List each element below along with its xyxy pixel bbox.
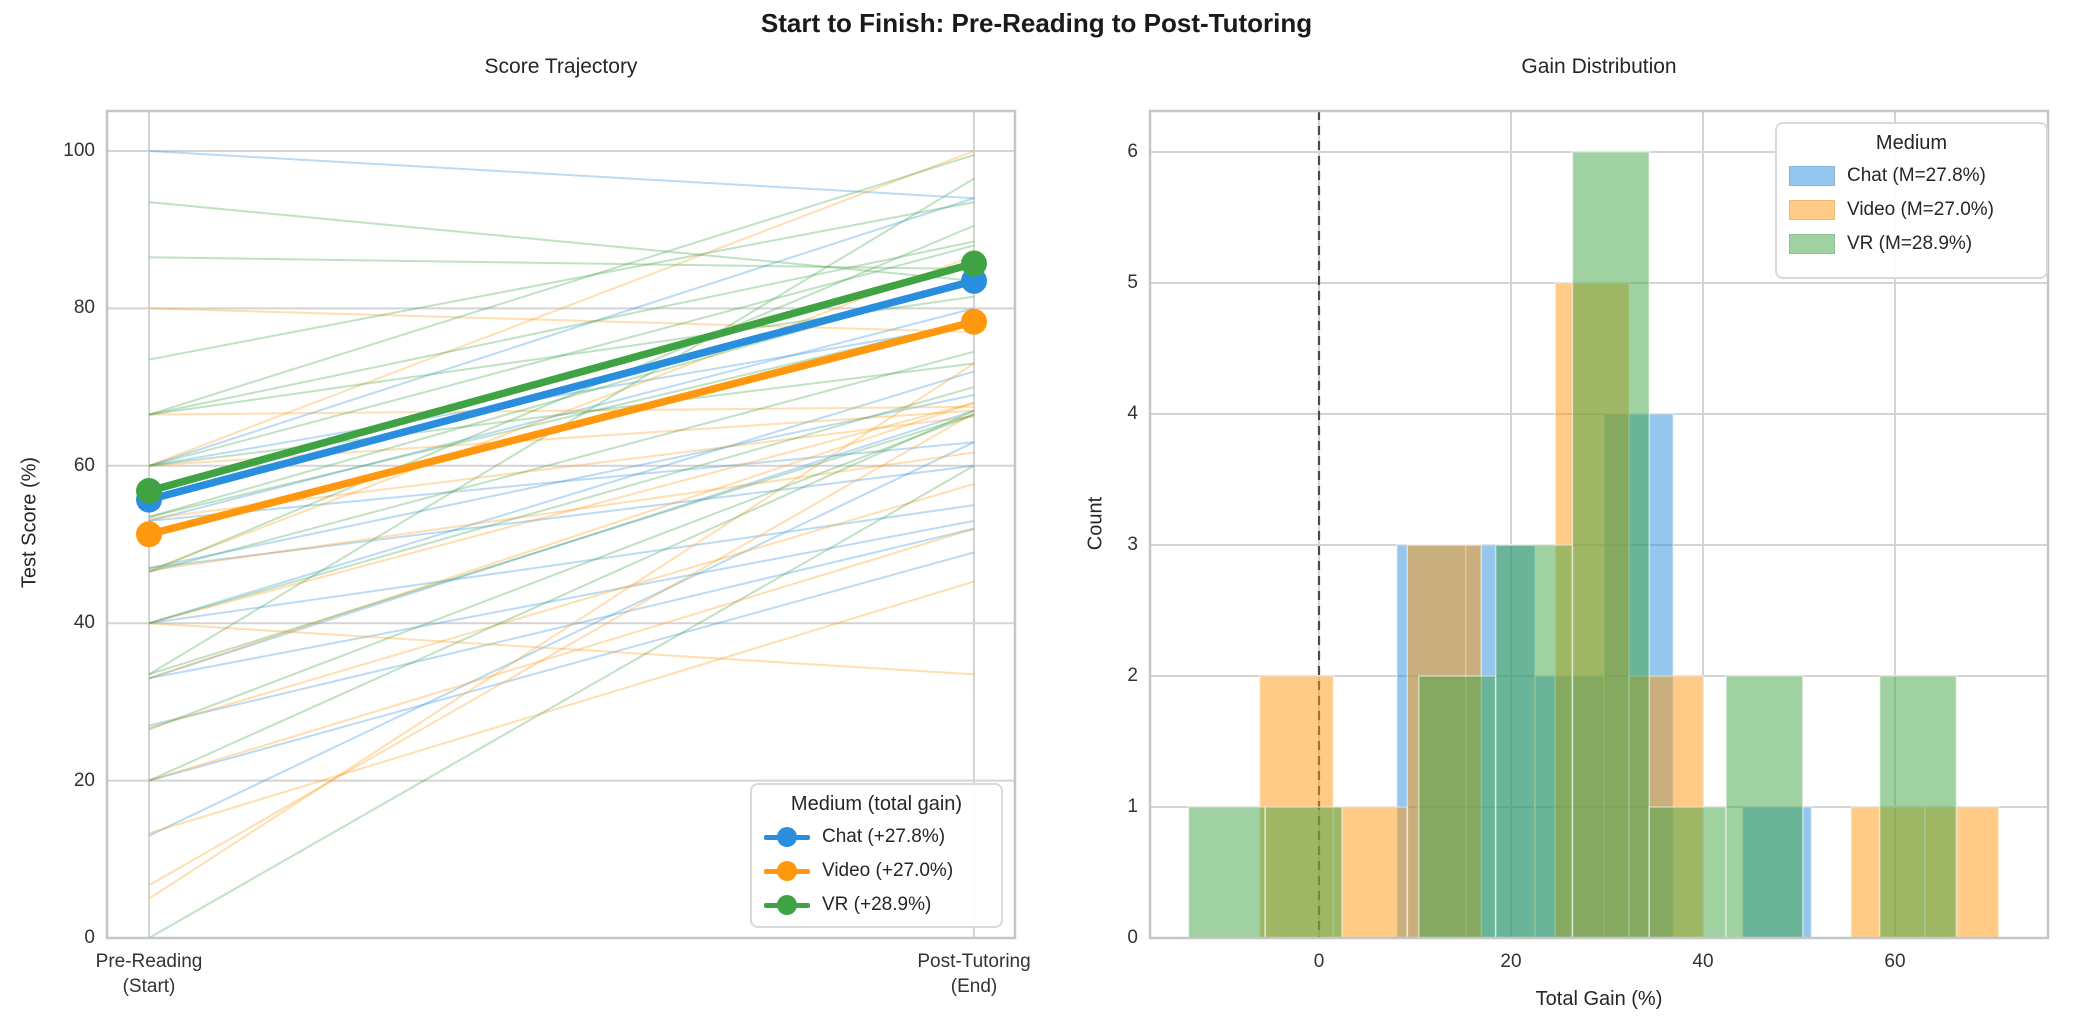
slope-legend-title: Medium (total gain) [790,793,963,815]
slope-legend: Medium (total gain) Chat (+27.8%) Video … [750,783,1003,928]
hist-legend: Medium Chat (M=27.8%) Video (M=27.0%) VR… [1775,122,2048,279]
tick-label: 0 [1127,927,1138,948]
chat-swatch-icon [1789,166,1835,186]
video-swatch-icon [1789,200,1835,220]
tick-label: Pre-Reading (Start) [95,951,203,997]
hist-legend-title: Medium [1875,132,1948,154]
left-y-axis-label: Test Score (%) [18,456,41,589]
tick-label: Post-Tutoring (End) [917,951,1031,997]
slope-legend-item-video: Video (+27.0%) [764,854,989,888]
tick-label: 4 [1127,403,1138,424]
vr-line-marker-icon [764,895,810,915]
video-line-marker-icon [764,861,810,881]
vr-swatch-icon [1789,234,1835,254]
left-plot-title: Score Trajectory [484,55,638,78]
tick-label: 100 [63,140,95,161]
chat-line-marker-icon [764,827,810,847]
right-x-axis-label: Total Gain (%) [1535,988,1663,1010]
slope-legend-item-vr: VR (+28.9%) [764,888,989,922]
tick-label: 60 [73,454,95,476]
tick-label: 1 [1127,796,1138,817]
hist-legend-item-chat: Chat (M=27.8%) [1789,159,2034,193]
tick-label: 20 [1500,951,1522,972]
tick-label: 60 [1884,951,1906,972]
slope-legend-item-chat: Chat (+27.8%) [764,820,989,854]
tick-label: 0 [1313,951,1325,972]
hist-legend-item-video: Video (M=27.0%) [1789,193,2034,227]
right-y-axis-label: Count [1084,496,1107,551]
right-plot-title: Gain Distribution [1521,55,1677,78]
tick-label: 0 [84,927,95,948]
tick-label: 6 [1127,141,1138,162]
tick-label: 80 [73,297,95,319]
hist-legend-item-vr: VR (M=28.9%) [1789,227,2034,261]
figure-suptitle: Start to Finish: Pre-Reading to Post-Tut… [760,8,1313,38]
tick-label: 20 [73,769,95,791]
tick-label: 40 [73,612,95,634]
tick-label: 5 [1127,272,1138,293]
tick-label: 3 [1127,534,1138,555]
tick-label: 2 [1127,665,1138,686]
tick-label: 40 [1692,951,1714,972]
